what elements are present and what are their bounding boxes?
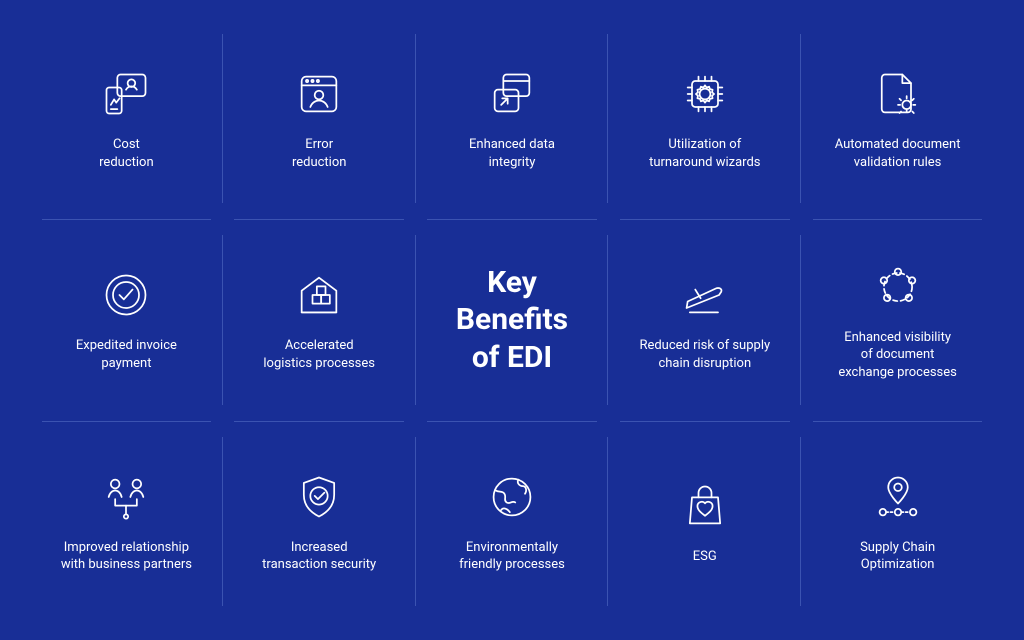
benefit-invoice-payment: Expedited invoicepayment — [30, 219, 223, 420]
benefit-logistics: Acceleratedlogistics processes — [223, 219, 416, 420]
benefit-esg: ESG — [608, 421, 801, 622]
circle-check-icon — [98, 267, 154, 323]
benefit-cost-reduction: Costreduction — [30, 18, 223, 219]
benefit-relationship: Improved relationshipwith business partn… — [30, 421, 223, 622]
pin-route-icon — [870, 469, 926, 525]
cpu-gear-icon — [677, 66, 733, 122]
nodes-ring-icon — [870, 259, 926, 315]
people-link-icon — [98, 469, 154, 525]
benefit-supply-chain: Supply ChainOptimization — [801, 421, 994, 622]
benefit-label: Utilization ofturnaround wizards — [649, 136, 760, 171]
benefit-label: Enhanced dataintegrity — [469, 136, 555, 171]
benefit-label: Expedited invoicepayment — [76, 337, 177, 372]
benefit-visibility: Enhanced visibilityof documentexchange p… — [801, 219, 994, 420]
globe-icon — [484, 469, 540, 525]
benefit-label: Increasedtransaction security — [262, 539, 376, 574]
benefit-security: Increasedtransaction security — [223, 421, 416, 622]
benefit-error-reduction: Errorreduction — [223, 18, 416, 219]
benefit-data-integrity: Enhanced dataintegrity — [416, 18, 609, 219]
browser-user-icon — [291, 66, 347, 122]
shield-check-icon — [291, 469, 347, 525]
infographic-title: KeyBenefitsof EDI — [456, 264, 568, 377]
doc-gear-icon — [870, 66, 926, 122]
devices-icon — [98, 66, 154, 122]
plane-icon — [677, 267, 733, 323]
benefit-label: Costreduction — [99, 136, 154, 171]
title-cell: KeyBenefitsof EDI — [416, 219, 609, 420]
benefit-label: Reduced risk of supplychain disruption — [639, 337, 770, 372]
warehouse-icon — [291, 267, 347, 323]
benefit-environment: Environmentallyfriendly processes — [416, 421, 609, 622]
benefit-label: Acceleratedlogistics processes — [263, 337, 375, 372]
benefit-label: Supply ChainOptimization — [860, 539, 935, 574]
benefit-label: Enhanced visibilityof documentexchange p… — [838, 329, 957, 382]
benefits-grid: Costreduction Errorreduction En — [0, 0, 1024, 640]
windows-share-icon — [484, 66, 540, 122]
benefit-label: Errorreduction — [292, 136, 347, 171]
benefit-turnaround-wizards: Utilization ofturnaround wizards — [608, 18, 801, 219]
benefit-label: ESG — [693, 548, 717, 566]
benefit-supply-risk: Reduced risk of supplychain disruption — [608, 219, 801, 420]
bag-heart-icon — [677, 478, 733, 534]
benefit-label: Automated documentvalidation rules — [835, 136, 961, 171]
benefit-validation-rules: Automated documentvalidation rules — [801, 18, 994, 219]
benefit-label: Improved relationshipwith business partn… — [61, 539, 192, 574]
benefit-label: Environmentallyfriendly processes — [459, 539, 565, 574]
